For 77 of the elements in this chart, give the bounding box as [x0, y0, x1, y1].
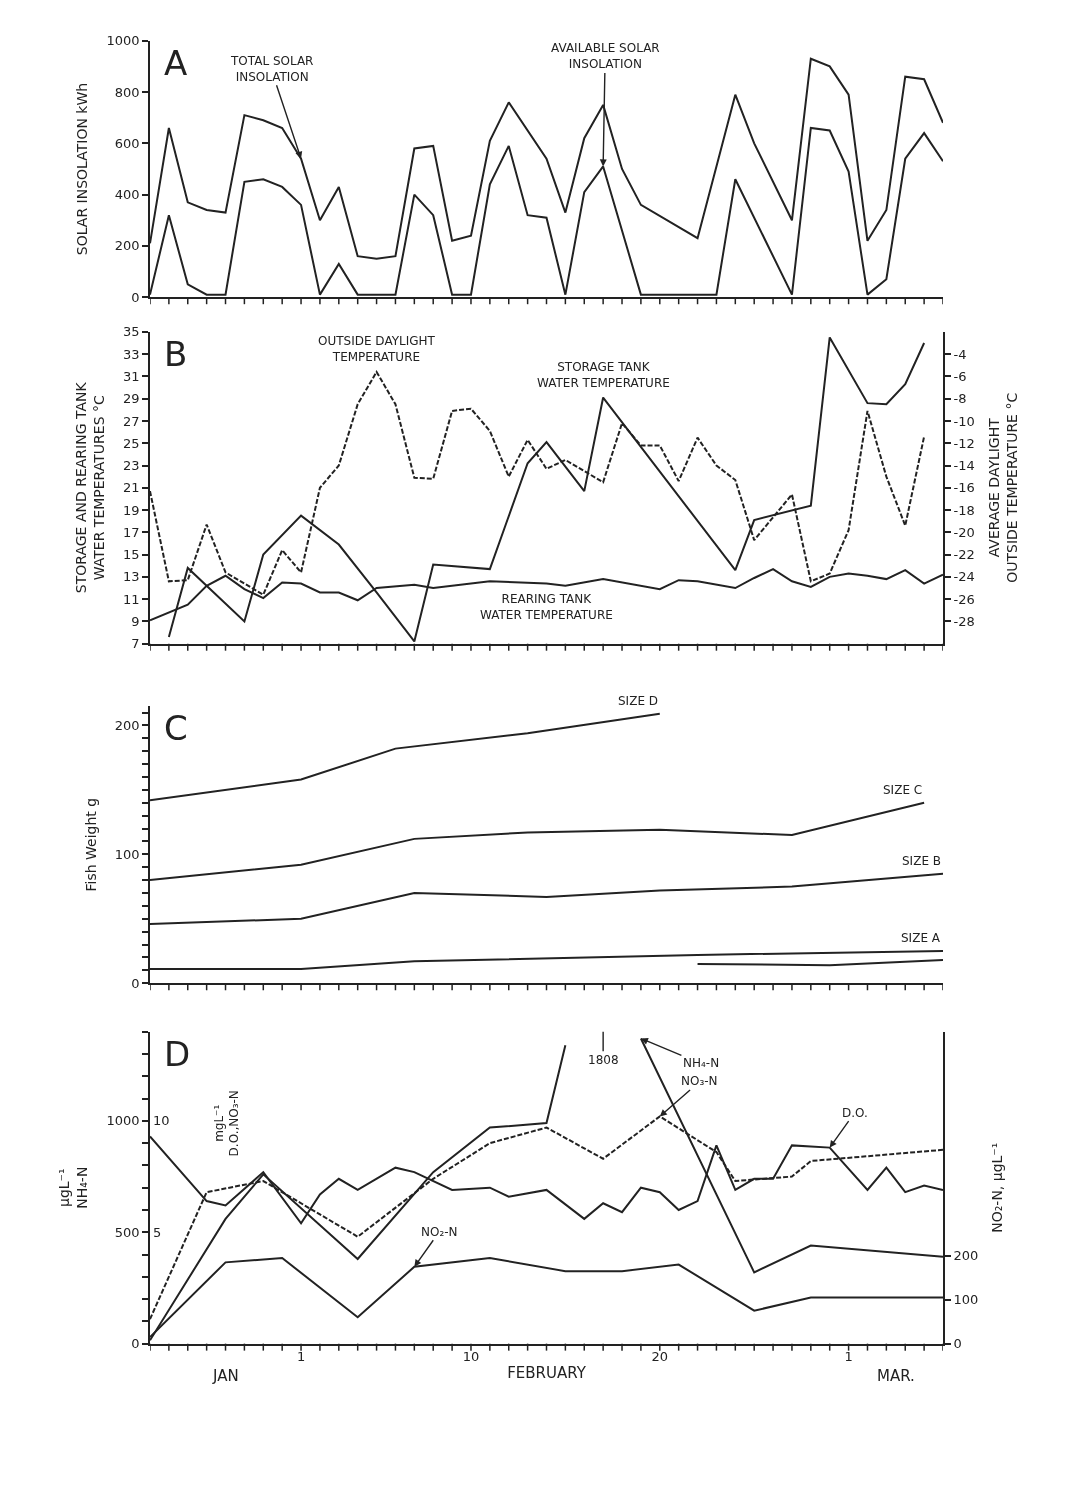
series-label: SIZE C — [883, 783, 923, 797]
y2-tick-label: -4 — [953, 346, 967, 362]
y3-axis-title: mgL⁻¹ D.O.,NO₃-N — [211, 1090, 242, 1157]
y-tick-label: 31 — [122, 368, 140, 384]
series-label: SIZE D — [618, 694, 659, 708]
y-tick-label: 21 — [122, 480, 140, 496]
y2-tick-label: -6 — [953, 368, 967, 384]
y-tick-label: 600 — [114, 135, 140, 151]
y-tick-label: 33 — [122, 346, 140, 362]
series-label: SIZE A — [901, 931, 941, 945]
y-tick-label: 17 — [122, 524, 140, 540]
x-tick-label: 1 — [844, 1349, 853, 1365]
y2-axis-title: AVERAGE DAYLIGHT OUTSIDE TEMPERATURE °C — [985, 392, 1020, 583]
text: TOTAL SOLAR INSOLATION — [230, 54, 314, 84]
x-tick-label: 10 — [462, 1349, 480, 1365]
x-tick-label: 1 — [296, 1349, 306, 1365]
y2-tick-label: -28 — [953, 613, 975, 629]
y-tick-label: 9 — [131, 613, 140, 629]
series-label: REARING TANK WATER TEMPERATURE — [480, 592, 613, 622]
y-axis-title: µgL⁻¹ NH₄-N — [56, 1166, 91, 1209]
y-axis-title: Fish Weight g — [82, 797, 99, 892]
y-tick-label: 19 — [122, 502, 140, 518]
series-label: OUTSIDE DAYLIGHT TEMPERATURE — [318, 334, 436, 364]
text: NH₄-N — [683, 1056, 720, 1070]
y-tick-label: 29 — [122, 391, 140, 407]
y2-tick-label: -22 — [953, 547, 975, 563]
y-tick-label: 0 — [131, 289, 140, 305]
y2-tick-label: -26 — [953, 591, 975, 607]
annotation: 1808 — [588, 1053, 619, 1067]
y2-tick-label: -8 — [953, 391, 967, 407]
y-tick-label: 0 — [131, 1336, 140, 1352]
y-tick-label: 400 — [114, 187, 140, 203]
text: D.O. — [842, 1106, 868, 1120]
y-tick-label: 0 — [131, 975, 140, 991]
text: AVAILABLE SOLAR INSOLATION — [551, 41, 660, 71]
y2-tick-label: 200 — [953, 1248, 979, 1264]
text: JAN — [212, 1367, 239, 1385]
y2-tick-label: -18 — [953, 502, 975, 518]
y-tick-label: 35 — [122, 324, 140, 340]
y-tick-label: 200 — [114, 717, 140, 733]
text: MAR. — [877, 1367, 915, 1385]
y-tick-label: 100 — [114, 846, 140, 862]
y-tick-label: 1000 — [106, 1113, 140, 1129]
chart-title: C — [164, 708, 188, 748]
y2-tick-label: -12 — [953, 435, 975, 451]
y2-tick-label: -14 — [953, 458, 975, 474]
series-label: SIZE B — [902, 854, 942, 868]
y2-tick-label: 100 — [953, 1292, 979, 1308]
series-label: NO₂-N — [421, 1225, 458, 1239]
y2-tick-label: -24 — [953, 569, 975, 585]
y-tick-label: 200 — [114, 238, 140, 254]
y2-tick-label: 0 — [953, 1336, 962, 1352]
y-tick-label: 800 — [114, 84, 140, 100]
chart-title: B — [164, 334, 188, 374]
y-tick-label: 1000 — [106, 33, 140, 49]
y-tick-label: 500 — [114, 1224, 140, 1240]
x-tick-label: 20 — [651, 1349, 669, 1365]
chart-title: A — [164, 43, 188, 83]
y2-tick-label: -16 — [953, 480, 975, 496]
y2-tick-label: -10 — [953, 413, 975, 429]
y-tick-label: 15 — [122, 547, 140, 563]
y-axis-title: SOLAR INSOLATION kWh — [74, 82, 91, 256]
y-tick-label: 23 — [122, 458, 140, 474]
text: NO₃-N — [681, 1074, 718, 1088]
y3-tick-label: 10 — [153, 1113, 170, 1129]
y2-axis-title: NO₂-N, µgL⁻¹ — [989, 1142, 1006, 1233]
y3-tick-label: 5 — [153, 1224, 162, 1240]
y-tick-label: 25 — [122, 435, 140, 451]
x-axis-title: FEBRUARY — [507, 1363, 587, 1382]
y-tick-label: 7 — [131, 636, 140, 652]
y-axis-title: STORAGE AND REARING TANK WATER TEMPERATURES °C — [72, 381, 108, 594]
chart-title: D — [164, 1034, 191, 1074]
series-label: STORAGE TANK WATER TEMPERATURE — [537, 360, 670, 390]
y-tick-label: 11 — [122, 591, 140, 607]
y-tick-label: 13 — [122, 569, 140, 585]
y2-tick-label: -20 — [953, 524, 975, 540]
y-tick-label: 27 — [122, 413, 140, 429]
